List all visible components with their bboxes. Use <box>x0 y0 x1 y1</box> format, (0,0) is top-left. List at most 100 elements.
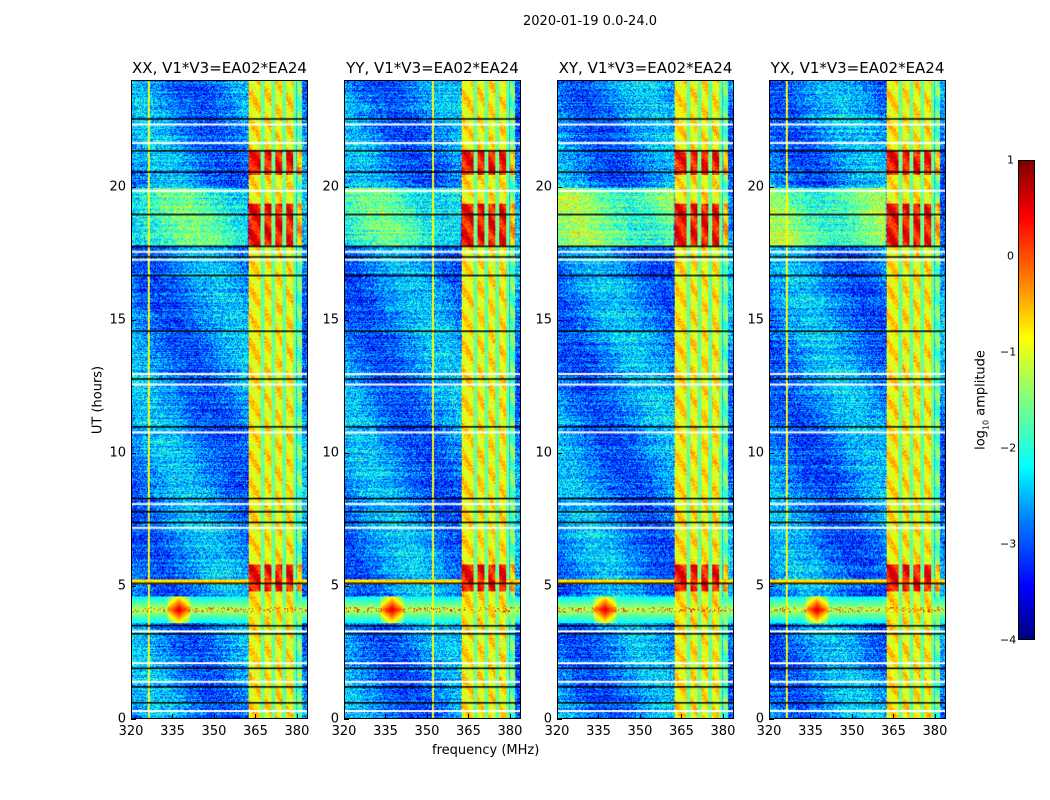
y-tick-mark <box>557 585 562 587</box>
y-tick-label: 15 <box>322 312 339 328</box>
x-tick-label: 365 <box>243 724 268 739</box>
x-tick-mark <box>557 714 558 719</box>
x-tick-mark <box>851 714 853 719</box>
y-tick-mark <box>344 585 349 587</box>
x-tick-mark <box>722 714 724 719</box>
colorbar-label-sub: 10 <box>981 419 991 431</box>
colorbar-label-rest: amplitude <box>973 350 989 420</box>
y-tick-label: 15 <box>109 312 126 328</box>
y-axis-label: UT (hours) <box>90 365 106 435</box>
y-tick-label: 5 <box>543 578 552 594</box>
y-tick-label: 5 <box>330 578 339 594</box>
y-tick-mark <box>557 319 562 321</box>
x-tick-label: 365 <box>456 724 481 739</box>
x-tick-mark <box>344 714 345 719</box>
x-tick-label: 380 <box>922 724 948 739</box>
y-tick-mark <box>769 585 774 587</box>
y-tick-mark <box>344 186 349 188</box>
y-tick-label: 10 <box>535 445 552 461</box>
y-tick-label: 0 <box>330 711 339 727</box>
x-tick-label: 350 <box>414 724 440 739</box>
y-tick-mark <box>131 186 136 188</box>
x-tick-label: 350 <box>839 724 865 739</box>
y-tick-label: 0 <box>755 711 764 727</box>
colorbar-label: log10 amplitude <box>974 350 991 450</box>
x-tick-mark <box>172 714 174 719</box>
colorbar-tick-label: −4 <box>1000 633 1017 647</box>
colorbar <box>1018 160 1035 640</box>
x-tick-mark <box>296 714 298 719</box>
x-tick-label: 320 <box>544 724 570 739</box>
heatmap-panel-yy <box>344 80 521 719</box>
x-tick-mark <box>213 714 215 719</box>
y-tick-label: 20 <box>109 179 126 194</box>
y-tick-mark <box>131 319 136 321</box>
heatmap-panel-xy <box>557 80 734 719</box>
y-tick-mark <box>131 719 136 720</box>
y-tick-mark <box>769 719 774 720</box>
x-tick-mark <box>769 714 770 719</box>
x-tick-mark <box>255 714 257 719</box>
y-tick-mark <box>769 186 774 188</box>
heatmap-panel-xx <box>131 80 308 719</box>
y-tick-label: 0 <box>117 711 126 727</box>
y-tick-mark <box>131 452 136 454</box>
x-tick-label: 335 <box>373 724 398 739</box>
x-tick-mark <box>934 714 936 719</box>
y-tick-label: 5 <box>117 578 126 594</box>
y-tick-label: 20 <box>535 179 552 194</box>
y-tick-label: 15 <box>535 312 552 328</box>
x-tick-mark <box>385 714 387 719</box>
y-tick-mark <box>344 319 349 321</box>
y-tick-mark <box>131 585 136 587</box>
panel-title-xy: XY, V1*V3=EA02*EA24 <box>558 59 733 77</box>
x-tick-label: 380 <box>497 724 523 739</box>
x-tick-label: 320 <box>756 724 782 739</box>
x-tick-label: 335 <box>586 724 611 739</box>
y-tick-mark <box>557 719 562 720</box>
x-tick-label: 380 <box>284 724 310 739</box>
colorbar-label-main: log <box>973 430 989 450</box>
y-tick-mark <box>769 319 774 321</box>
colorbar-tick-label: 1 <box>1007 153 1014 167</box>
x-tick-mark <box>509 714 511 719</box>
x-tick-label: 335 <box>160 724 185 739</box>
x-tick-mark <box>681 714 683 719</box>
y-tick-label: 10 <box>322 445 339 461</box>
x-tick-label: 320 <box>331 724 357 739</box>
colorbar-tick-label: 0 <box>1007 249 1014 263</box>
x-tick-mark <box>893 714 895 719</box>
y-tick-label: 20 <box>322 179 339 194</box>
x-tick-mark <box>639 714 641 719</box>
heatmap-image <box>345 81 520 718</box>
heatmap-image <box>558 81 733 718</box>
x-tick-mark <box>810 714 812 719</box>
x-tick-mark <box>598 714 600 719</box>
y-tick-mark <box>769 452 774 454</box>
x-tick-mark <box>426 714 428 719</box>
x-tick-label: 365 <box>881 724 906 739</box>
heatmap-panel-yx <box>769 80 946 719</box>
y-tick-mark <box>344 719 349 720</box>
x-tick-mark <box>468 714 470 719</box>
x-tick-label: 320 <box>118 724 144 739</box>
y-tick-label: 10 <box>109 445 126 461</box>
heatmap-image <box>770 81 945 718</box>
x-axis-label: frequency (MHz) <box>432 743 540 758</box>
x-tick-label: 335 <box>798 724 823 739</box>
y-tick-label: 10 <box>747 445 764 461</box>
x-tick-label: 350 <box>627 724 653 739</box>
y-tick-label: 20 <box>747 179 764 194</box>
y-tick-label: 0 <box>543 711 552 727</box>
panel-title-yy: YY, V1*V3=EA02*EA24 <box>346 59 519 77</box>
x-tick-mark <box>131 714 132 719</box>
colorbar-tick-label: −3 <box>1000 537 1017 551</box>
colorbar-tick-label: −1 <box>1000 345 1017 359</box>
x-tick-label: 365 <box>669 724 694 739</box>
panel-title-yx: YX, V1*V3=EA02*EA24 <box>770 59 945 77</box>
x-tick-label: 350 <box>201 724 227 739</box>
y-tick-label: 5 <box>755 578 764 594</box>
y-tick-mark <box>557 186 562 188</box>
heatmap-image <box>132 81 307 718</box>
panel-title-xx: XX, V1*V3=EA02*EA24 <box>132 59 307 77</box>
